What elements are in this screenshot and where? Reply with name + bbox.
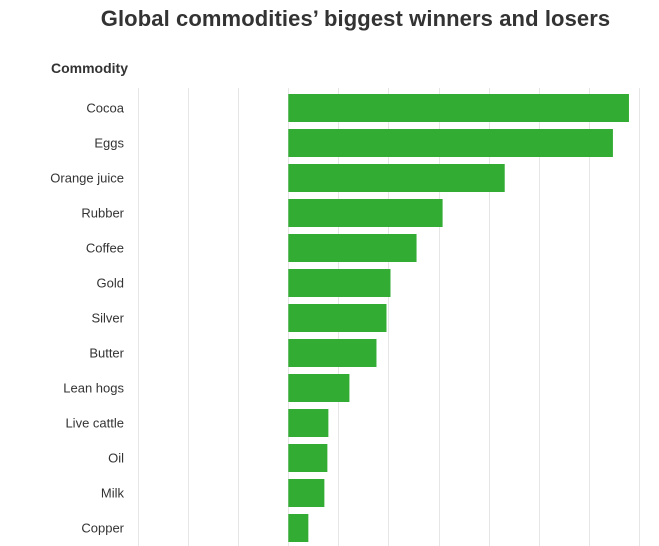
category-label: Orange juice [50,171,124,186]
bar-silver [288,304,387,332]
bar-live-cattle [288,409,329,437]
category-label: Live cattle [65,416,124,431]
category-label: Eggs [94,136,124,151]
category-label: Lean hogs [63,381,124,396]
bar-copper [288,514,309,542]
bars [288,94,629,542]
category-column-header: Commodity [51,60,128,76]
category-label: Cocoa [86,101,124,116]
category-label: Gold [97,276,124,291]
bar-orange-juice [288,164,505,192]
bar-eggs [288,129,613,157]
category-label: Oil [108,451,124,466]
bar-coffee [288,234,417,262]
category-label: Rubber [81,206,124,221]
category-label: Copper [81,521,124,536]
bar-oil [288,444,328,472]
category-labels: Cocoa Eggs Orange juice Rubber Coffee Gold Sil… [50,101,124,536]
bar-rubber [288,199,443,227]
chart-title: Global commodities’ biggest winners and … [100,6,611,31]
category-label: Milk [101,486,125,501]
bar-butter [288,339,377,367]
category-label: Silver [91,311,124,326]
category-label: Butter [89,346,124,361]
bar-lean-hogs [288,374,350,402]
bar-gold [288,269,391,297]
bar-milk [288,479,325,507]
category-label: Coffee [86,241,124,256]
bar-cocoa [288,94,629,122]
